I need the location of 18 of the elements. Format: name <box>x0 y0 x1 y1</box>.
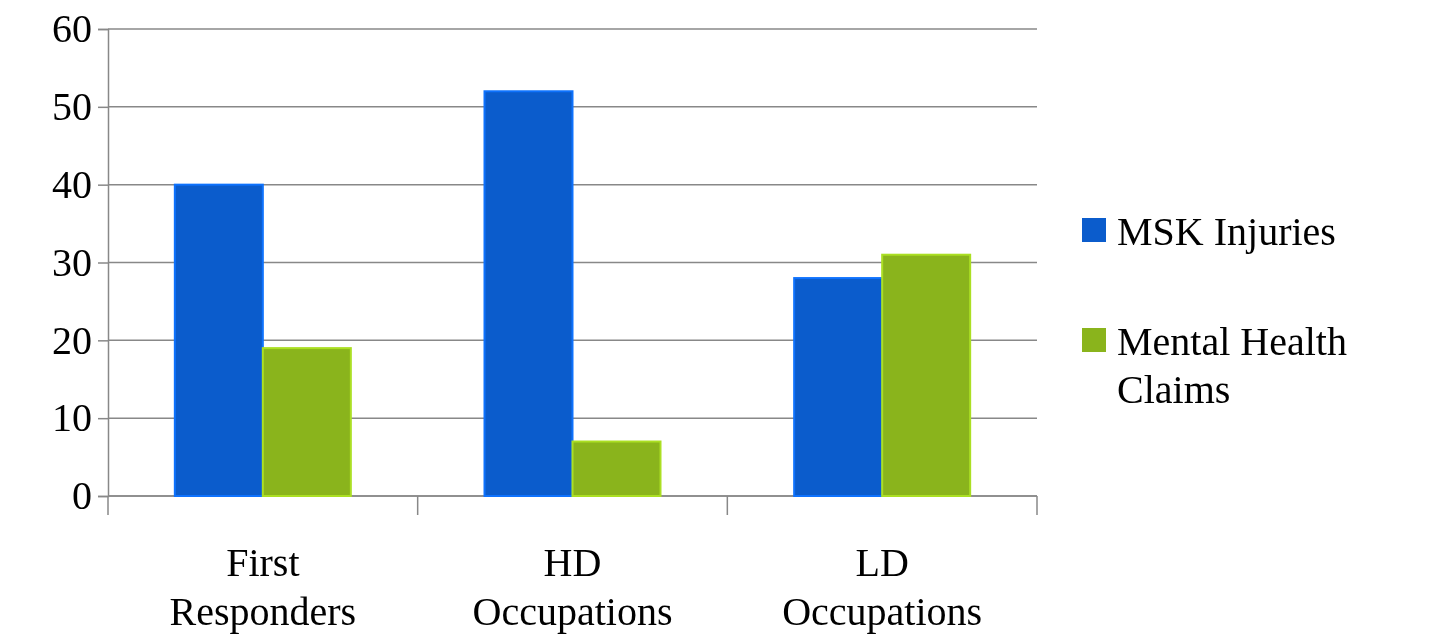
bar <box>261 347 352 497</box>
x-tick-label: LD Occupations <box>782 540 983 634</box>
bar <box>173 183 264 497</box>
y-tick-label: 40 <box>52 161 92 207</box>
y-tick-label: 10 <box>52 395 92 441</box>
bar <box>483 90 574 497</box>
y-tick-label: 30 <box>52 239 92 285</box>
y-tick-label: 20 <box>52 317 92 363</box>
x-tick-label: HD Occupations <box>472 540 673 634</box>
legend-label: Mental Health Claims <box>1117 319 1347 412</box>
legend-label: MSK Injuries <box>1117 209 1336 254</box>
bar <box>571 440 662 497</box>
x-tick-label: First Responders <box>169 540 357 634</box>
y-tick-label: 60 <box>52 6 92 52</box>
y-tick-label: 0 <box>72 473 92 519</box>
bar <box>793 277 884 497</box>
bar <box>881 253 972 497</box>
y-tick-label: 50 <box>52 84 92 130</box>
